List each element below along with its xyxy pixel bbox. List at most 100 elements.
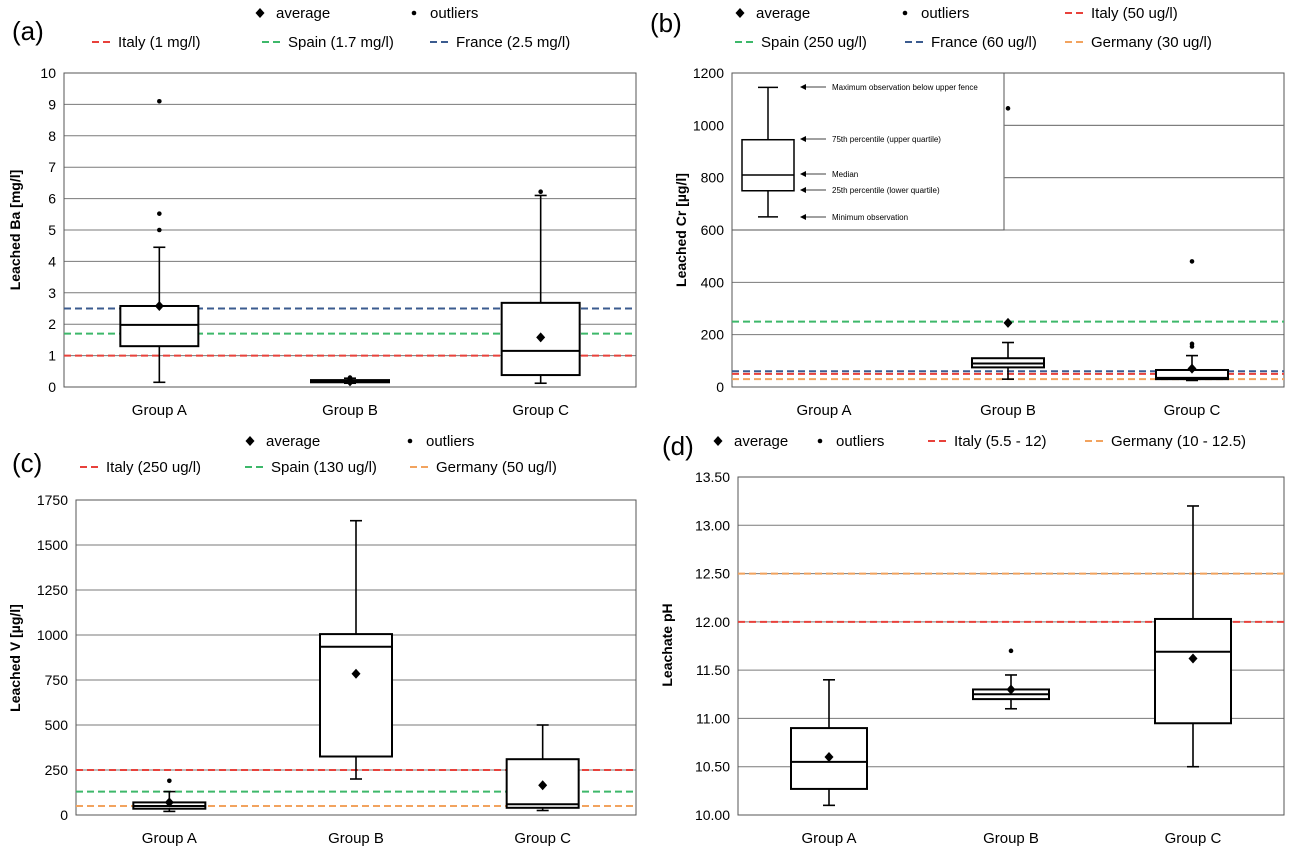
inset-annotation: 25th percentile (lower quartile) — [832, 186, 940, 195]
boxplot-key-inset: Maximum observation below upper fence 75t… — [731, 72, 1284, 231]
chart-panel-1: (a) 0 1 2 3 4 5 6 7 8 9 10 Leached Ba [mg/l] Group A G… — [7, 5, 637, 419]
box-group-c — [500, 189, 581, 385]
legend-item: Italy (1 mg/l) — [92, 34, 201, 51]
legend-item: average — [255, 5, 330, 22]
outlier-point — [157, 227, 162, 233]
legend-item: Germany (50 ug/l) — [410, 459, 557, 476]
x-tick-label: Group A — [132, 402, 187, 419]
legend-average-marker — [713, 436, 723, 446]
average-marker — [1003, 317, 1013, 328]
y-tick-label: 200 — [701, 327, 725, 343]
y-tick-label: 12.00 — [695, 614, 730, 630]
legend-item: Germany (30 ug/l) — [1065, 34, 1212, 51]
legend-label: Spain (1.7 mg/l) — [288, 34, 394, 51]
y-tick-label: 10.50 — [695, 759, 730, 775]
y-tick-label: 8 — [48, 128, 56, 144]
plot-frame — [737, 476, 1285, 816]
outlier-point — [157, 211, 162, 216]
average-marker — [345, 376, 355, 387]
legend-item: Italy (50 ug/l) — [1065, 5, 1178, 22]
outlier-point — [538, 189, 543, 194]
legend-label: France (60 ug/l) — [931, 34, 1037, 51]
legend-label: Italy (1 mg/l) — [118, 34, 201, 51]
x-tick-label: Group A — [142, 830, 197, 847]
legend-item: Spain (130 ug/l) — [245, 459, 377, 476]
y-tick-label: 1500 — [37, 537, 68, 553]
box-group-b — [971, 106, 1045, 380]
legend-item: Germany (10 - 12.5) — [1085, 433, 1246, 450]
outlier-point — [1189, 341, 1195, 347]
y-tick-label: 9 — [48, 96, 56, 112]
inset-arrow-head — [800, 84, 806, 90]
box-group-a — [790, 678, 868, 807]
average-marker — [351, 668, 361, 679]
y-tick-label: 11.00 — [696, 710, 730, 726]
panel-label: (d) — [662, 431, 694, 461]
y-axis-label: Leached V [µg/l] — [7, 604, 23, 712]
y-axis-label: Leached Ba [mg/l] — [7, 170, 23, 291]
outlier-point — [1005, 106, 1011, 111]
box-group-b — [310, 375, 390, 387]
inset-box — [741, 138, 795, 192]
box-group-b — [319, 519, 393, 780]
legend-item: average — [735, 5, 810, 22]
box-group-a — [132, 778, 207, 813]
inset-annotation: Maximum observation below upper fence — [832, 83, 978, 92]
y-tick-label: 13.50 — [695, 469, 730, 485]
legend-outlier-marker — [407, 438, 413, 444]
y-tick-label: 1200 — [693, 65, 724, 81]
legend-label: outliers — [430, 5, 478, 22]
y-tick-label: 800 — [701, 170, 725, 186]
plot-frame — [63, 72, 637, 388]
chart-panel-4: (d) 10.00 10.50 11.00 11.50 12.00 12.50 13.00 13… — [659, 431, 1285, 847]
legend-outlier-marker — [902, 10, 908, 16]
y-tick-label: 3 — [48, 285, 56, 301]
y-axis-label: Leachate pH — [659, 603, 675, 686]
box-group-c — [505, 724, 580, 812]
y-tick-label: 10.00 — [695, 807, 730, 823]
y-tick-label: 2 — [48, 316, 56, 332]
y-tick-label: 600 — [701, 222, 725, 238]
x-tick-label: Group B — [328, 830, 384, 847]
y-tick-label: 10 — [40, 65, 56, 81]
legend-label: Germany (50 ug/l) — [436, 459, 557, 476]
legend-label: France (2.5 mg/l) — [456, 34, 570, 51]
box-group-c — [1154, 505, 1232, 768]
iqr-box — [319, 633, 393, 758]
box-group-c — [1155, 259, 1229, 382]
average-marker — [154, 300, 164, 311]
legend-item: Italy (250 ug/l) — [80, 459, 201, 476]
legend-average-marker — [735, 8, 745, 18]
legend-item: France (2.5 mg/l) — [430, 34, 570, 51]
legend-outlier-marker — [411, 10, 417, 16]
chart-panel-2: (b) 0 200 400 600 800 1000 1200 Leached Cr [µg/l… — [650, 5, 1285, 419]
legend-item: Italy (5.5 - 12) — [928, 433, 1047, 450]
legend-label: average — [756, 5, 810, 22]
legend-item: Spain (250 ug/l) — [735, 34, 867, 51]
legend-label: Italy (50 ug/l) — [1091, 5, 1178, 22]
y-tick-label: 4 — [48, 253, 56, 269]
y-tick-label: 5 — [48, 222, 56, 238]
x-tick-label: Group C — [1165, 830, 1222, 847]
inset-arrow-head — [800, 136, 806, 142]
y-tick-label: 1250 — [37, 582, 68, 598]
legend-label: Italy (250 ug/l) — [106, 459, 201, 476]
y-tick-label: 1000 — [693, 117, 724, 133]
legend-label: average — [276, 5, 330, 22]
outlier-point — [1189, 259, 1195, 264]
y-tick-label: 1000 — [37, 627, 68, 643]
legend-label: outliers — [921, 5, 969, 22]
x-tick-label: Group A — [801, 830, 856, 847]
average-marker — [1188, 653, 1198, 664]
legend-item: Spain (1.7 mg/l) — [262, 34, 394, 51]
chart-panel-3: (c) 0 250 500 750 1000 1250 1500 1750 Leached V [… — [7, 433, 637, 847]
average-marker — [536, 332, 546, 343]
y-tick-label: 6 — [48, 191, 56, 207]
inset-annotation: 75th percentile (upper quartile) — [832, 135, 941, 144]
inset-arrow-head — [800, 214, 806, 220]
legend-label: outliers — [426, 433, 474, 450]
legend-label: Germany (10 - 12.5) — [1111, 433, 1246, 450]
x-tick-label: Group B — [983, 830, 1039, 847]
box-group-a — [119, 98, 200, 384]
x-tick-label: Group B — [980, 402, 1036, 419]
